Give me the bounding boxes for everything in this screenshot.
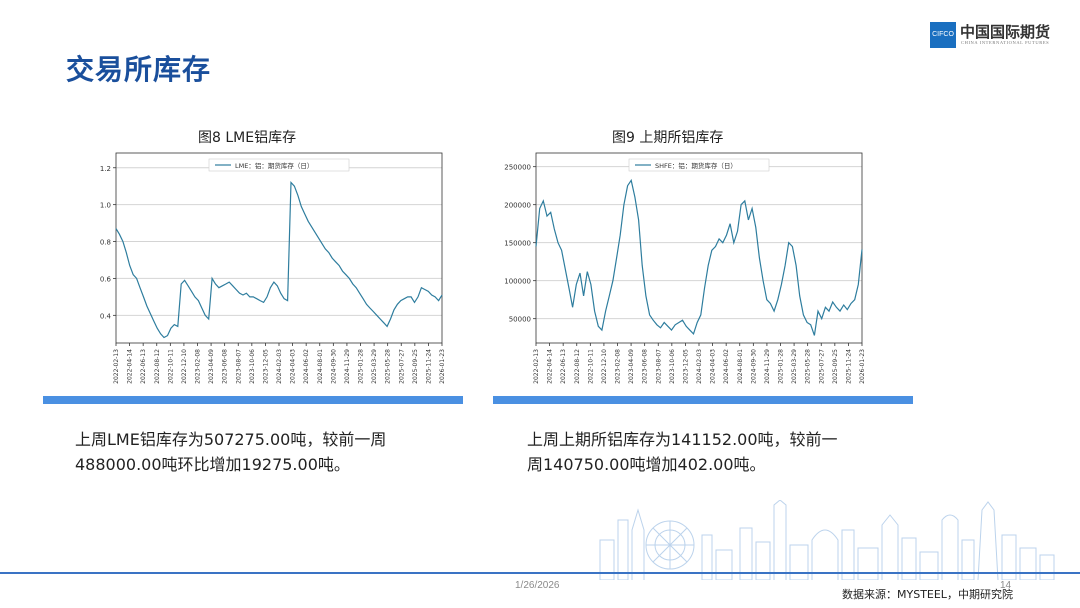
x-tick-label: 2025-07-27 xyxy=(398,349,405,384)
x-tick-label: 2024-11-29 xyxy=(344,349,351,384)
x-tick-label: 2024-04-03 xyxy=(710,349,717,384)
legend-label: LME：铝：期货库存（日） xyxy=(235,161,313,170)
x-tick-label: 2024-09-30 xyxy=(750,349,757,384)
description-lme-line2: 488000.00吨环比增加19275.00吨。 xyxy=(75,455,350,474)
y-tick-label: 250000 xyxy=(504,164,531,172)
page-title: 交易所库存 xyxy=(66,53,212,86)
x-tick-label: 2023-04-09 xyxy=(208,349,215,384)
x-tick-label: 2022-02-13 xyxy=(113,349,120,384)
legend-label: SHFE：铝：期货库存（日） xyxy=(655,161,737,170)
company-logo: CIFCO 中国国际期货 CHINA INTERNATIONAL FUTURES xyxy=(930,20,1060,50)
series-line xyxy=(115,181,443,339)
x-tick-label: 2026-01-23 xyxy=(859,349,866,384)
x-tick-label: 2025-03-29 xyxy=(371,349,378,384)
logo-name-cn: 中国国际期货 xyxy=(960,23,1051,41)
x-tick-label: 2022-10-11 xyxy=(167,349,174,384)
x-tick-label: 2023-08-07 xyxy=(235,349,242,384)
y-tick-label: 150000 xyxy=(504,240,531,248)
chart-title-shfe: 图9 上期所铝库存 xyxy=(612,130,724,146)
legend-box xyxy=(628,158,770,172)
x-tick-label: 2025-09-25 xyxy=(832,349,839,384)
x-tick-label: 2024-06-02 xyxy=(723,349,730,384)
x-tick-label: 2024-06-02 xyxy=(303,349,310,384)
logo-mark: CIFCO xyxy=(930,22,956,48)
x-tick-label: 2024-11-29 xyxy=(764,349,771,384)
y-tick-label: 1.0 xyxy=(100,202,111,210)
x-tick-label: 2025-07-27 xyxy=(818,349,825,384)
x-tick-label: 2025-05-28 xyxy=(805,349,812,384)
y-tick-label: 0.4 xyxy=(100,312,112,320)
x-tick-label: 2022-06-13 xyxy=(560,349,567,384)
description-shfe-line2: 周140750.00吨增加402.00吨。 xyxy=(527,455,766,474)
chart-title-lme: 图8 LME铝库存 xyxy=(198,130,297,146)
city-skyline-illustration xyxy=(599,500,1055,580)
x-tick-label: 2023-04-09 xyxy=(628,349,635,384)
x-tick-label: 2024-09-30 xyxy=(330,349,337,384)
x-tick-label: 2024-08-01 xyxy=(737,349,744,384)
divider-bar-right xyxy=(493,396,913,404)
chart-lme: 0.4 0.6 0.8 1.0 1.2 2022-02-13 2022-04-14 2022-… xyxy=(100,152,446,384)
description-shfe: 上周上期所铝库存为141152.00吨，较前一 周140750.00吨增加402… xyxy=(527,427,838,477)
description-lme-line1: 上周LME铝库存为507275.00吨，较前一周 xyxy=(75,430,387,449)
x-tick-label: 2023-02-08 xyxy=(195,349,202,384)
x-tick-label: 2026-01-23 xyxy=(439,349,446,384)
footer-line xyxy=(0,572,1080,574)
x-tick-label: 2022-06-13 xyxy=(140,349,147,384)
x-tick-label: 2022-10-11 xyxy=(587,349,594,384)
x-tick-label: 2023-06-08 xyxy=(642,349,649,384)
x-tick-label: 2024-08-01 xyxy=(317,349,324,384)
x-tick-label: 2022-04-14 xyxy=(547,349,554,384)
x-tick-label: 2023-10-06 xyxy=(249,349,256,384)
x-tick-label: 2022-08-12 xyxy=(154,349,161,384)
x-tick-label: 2023-10-06 xyxy=(669,349,676,384)
y-tick-label: 50000 xyxy=(509,316,531,324)
y-tick-label: 1.2 xyxy=(100,165,111,173)
x-tick-label: 2023-12-05 xyxy=(682,349,689,384)
x-tick-label: 2023-12-05 xyxy=(262,349,269,384)
x-tick-label: 2024-02-03 xyxy=(696,349,703,384)
x-tick-label: 2023-02-08 xyxy=(615,349,622,384)
x-tick-label: 2025-09-25 xyxy=(412,349,419,384)
y-tick-label: 100000 xyxy=(504,278,531,286)
page-number: 14 xyxy=(1000,580,1012,591)
x-tick-label: 2022-12-10 xyxy=(181,349,188,384)
x-tick-label: 2022-08-12 xyxy=(574,349,581,384)
series-line xyxy=(535,178,863,336)
x-tick-label: 2024-04-03 xyxy=(290,349,297,384)
x-tick-label: 2023-06-08 xyxy=(222,349,229,384)
logo-name-en: CHINA INTERNATIONAL FUTURES xyxy=(961,40,1050,45)
x-tick-label: 2022-02-13 xyxy=(533,349,540,384)
x-tick-label: 2025-03-29 xyxy=(791,349,798,384)
x-tick-label: 2024-02-03 xyxy=(276,349,283,384)
y-tick-label: 200000 xyxy=(504,202,531,210)
plot-frame xyxy=(535,152,863,344)
chart-shfe: 50000 100000 150000 200000 250000 2022-02-13 2… xyxy=(504,152,866,384)
x-tick-label: 2022-12-10 xyxy=(601,349,608,384)
x-tick-label: 2025-01-28 xyxy=(778,349,785,384)
plot-frame xyxy=(115,152,443,344)
x-tick-label: 2025-05-28 xyxy=(385,349,392,384)
x-tick-label: 2022-04-14 xyxy=(127,349,134,384)
divider-bar-left xyxy=(43,396,463,404)
data-source: 数据来源：MYSTEEL，中期研究院 xyxy=(842,588,1013,601)
x-tick-label: 2025-11-24 xyxy=(845,349,852,384)
y-tick-label: 0.6 xyxy=(100,275,112,283)
x-tick-label: 2025-01-28 xyxy=(358,349,365,384)
y-tick-label: 0.8 xyxy=(100,239,111,247)
x-tick-label: 2025-11-24 xyxy=(425,349,432,384)
description-shfe-line1: 上周上期所铝库存为141152.00吨，较前一 xyxy=(527,430,838,449)
legend-box xyxy=(208,158,350,172)
slide-date: 1/26/2026 xyxy=(515,580,560,591)
x-tick-label: 2023-08-07 xyxy=(655,349,662,384)
description-lme: 上周LME铝库存为507275.00吨，较前一周 488000.00吨环比增加1… xyxy=(75,427,386,477)
